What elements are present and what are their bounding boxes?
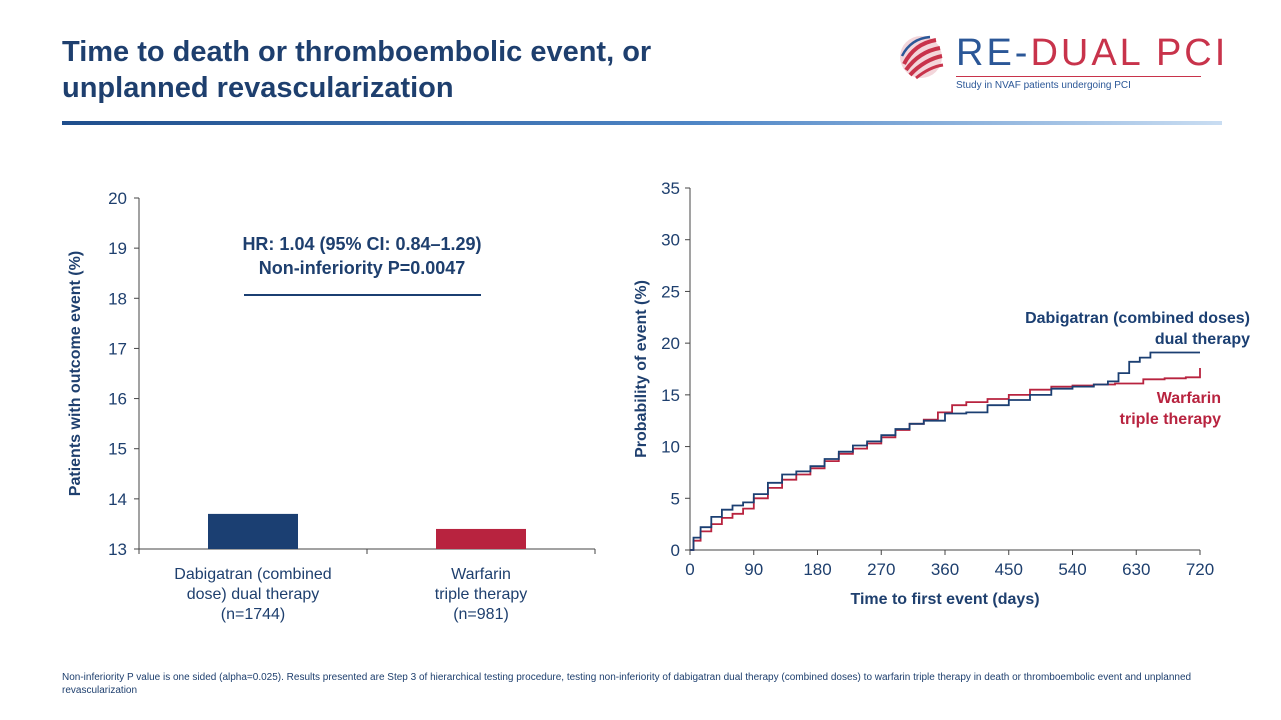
series-label: Warfarin — [1157, 390, 1221, 407]
page-title-line-2: unplanned revascularization — [62, 72, 454, 104]
study-logo: RE-DUAL PCI Study in NVAF patients under… — [898, 30, 1228, 94]
logo-tagline: Study in NVAF patients undergoing PCI — [956, 80, 1131, 91]
hr-annotation: Non-inferiority P=0.0047 — [259, 258, 466, 278]
y-tick-label: 19 — [108, 239, 127, 258]
logo-prefix: RE- — [956, 32, 1031, 74]
y-tick-label: 5 — [671, 489, 680, 508]
series-label: dual therapy — [1155, 331, 1250, 348]
x-tick-label: 720 — [1186, 560, 1214, 579]
x-tick-label: 540 — [1058, 560, 1086, 579]
y-tick-label: 14 — [108, 490, 127, 509]
page-title: Time to death or thromboembolic event, o… — [62, 34, 651, 106]
y-axis-label: Patients with outcome event (%) — [67, 251, 84, 496]
x-category-label: (n=1744) — [221, 606, 286, 623]
logo-name: DUAL PCI — [1030, 32, 1229, 74]
y-tick-label: 13 — [108, 540, 127, 559]
logo-underline — [956, 76, 1201, 77]
y-tick-label: 20 — [661, 334, 680, 353]
y-tick-label: 15 — [108, 440, 127, 459]
hr-annotation: HR: 1.04 (95% CI: 0.84–1.29) — [242, 234, 481, 254]
y-tick-label: 25 — [661, 282, 680, 301]
x-tick-label: 450 — [995, 560, 1023, 579]
title-divider — [62, 121, 1222, 125]
y-tick-label: 10 — [661, 438, 680, 457]
y-tick-label: 0 — [671, 541, 680, 560]
x-tick-label: 0 — [685, 560, 694, 579]
x-tick-label: 270 — [867, 560, 895, 579]
y-tick-label: 17 — [108, 339, 127, 358]
km-curve — [690, 368, 1201, 551]
globe-icon — [900, 35, 944, 80]
bar — [208, 513, 298, 549]
x-tick-label: 360 — [931, 560, 959, 579]
x-tick-label: 180 — [803, 560, 831, 579]
x-category-label: dose) dual therapy — [187, 586, 320, 603]
km-curve — [690, 351, 1200, 551]
y-tick-label: 30 — [661, 231, 680, 250]
y-tick-label: 15 — [661, 386, 680, 405]
x-category-label: triple therapy — [435, 586, 528, 603]
x-tick-label: 630 — [1122, 560, 1150, 579]
y-tick-label: 18 — [108, 289, 127, 308]
y-axis-label: Probability of event (%) — [633, 280, 650, 458]
bar — [436, 528, 526, 549]
series-label: triple therapy — [1120, 411, 1221, 428]
y-tick-label: 16 — [108, 390, 127, 409]
bar-chart: 13 14 15 16 17 18 19 20 Dabigatran (combined dose… — [67, 189, 596, 623]
km-chart: 0 5 10 15 20 25 30 35 0 90 180 270 360 450 540 630 720 Ti… — [633, 179, 1250, 608]
series-label: Dabigatran (combined doses) — [1025, 310, 1250, 327]
x-category-label: Dabigatran (combined — [174, 566, 331, 583]
x-category-label: Warfarin — [451, 566, 511, 583]
y-tick-label: 20 — [108, 189, 127, 208]
x-tick-label: 90 — [744, 560, 763, 579]
footnote: Non-inferiority P value is one sided (al… — [62, 672, 1192, 696]
page-title-line-1: Time to death or thromboembolic event, o… — [62, 36, 652, 68]
y-tick-label: 35 — [661, 179, 680, 198]
logo-wordmark: RE-DUAL PCI — [956, 30, 1228, 76]
x-axis-label: Time to first event (days) — [850, 591, 1039, 608]
x-category-label: (n=981) — [453, 606, 509, 623]
